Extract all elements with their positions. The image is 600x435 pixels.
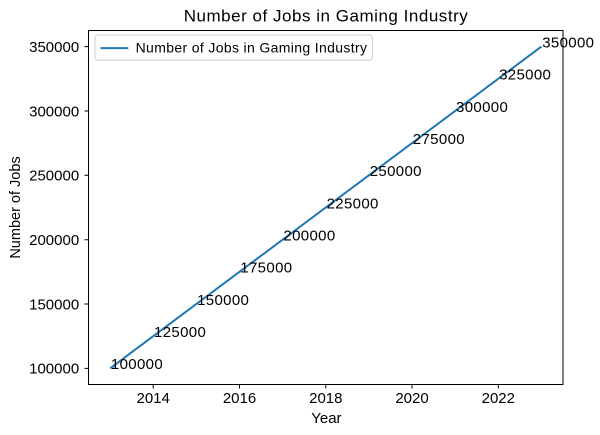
- svg-text:Number of Jobs in Gaming Indus: Number of Jobs in Gaming Industry: [184, 7, 469, 26]
- svg-text:Year: Year: [311, 410, 341, 427]
- svg-text:250000: 250000: [370, 163, 422, 180]
- svg-text:125000: 125000: [154, 324, 206, 341]
- svg-text:275000: 275000: [413, 131, 465, 148]
- svg-text:150000: 150000: [29, 296, 79, 313]
- svg-text:100000: 100000: [111, 356, 163, 373]
- svg-text:350000: 350000: [29, 39, 79, 56]
- svg-text:200000: 200000: [283, 228, 335, 245]
- svg-text:250000: 250000: [29, 168, 79, 185]
- svg-text:100000: 100000: [29, 361, 79, 378]
- svg-text:175000: 175000: [240, 260, 292, 277]
- svg-text:2020: 2020: [395, 390, 428, 407]
- svg-text:2014: 2014: [137, 390, 170, 407]
- svg-text:2018: 2018: [309, 390, 342, 407]
- svg-text:350000: 350000: [542, 34, 594, 51]
- svg-text:325000: 325000: [499, 67, 551, 84]
- svg-text:Number of Jobs: Number of Jobs: [8, 156, 24, 258]
- svg-text:200000: 200000: [29, 232, 79, 249]
- svg-text:150000: 150000: [197, 292, 249, 309]
- svg-text:300000: 300000: [29, 103, 79, 120]
- svg-text:225000: 225000: [327, 195, 379, 212]
- svg-text:2022: 2022: [482, 390, 515, 407]
- svg-text:2016: 2016: [223, 390, 256, 407]
- svg-text:Number of Jobs in Gaming Indus: Number of Jobs in Gaming Industry: [136, 39, 368, 55]
- svg-text:300000: 300000: [456, 99, 508, 116]
